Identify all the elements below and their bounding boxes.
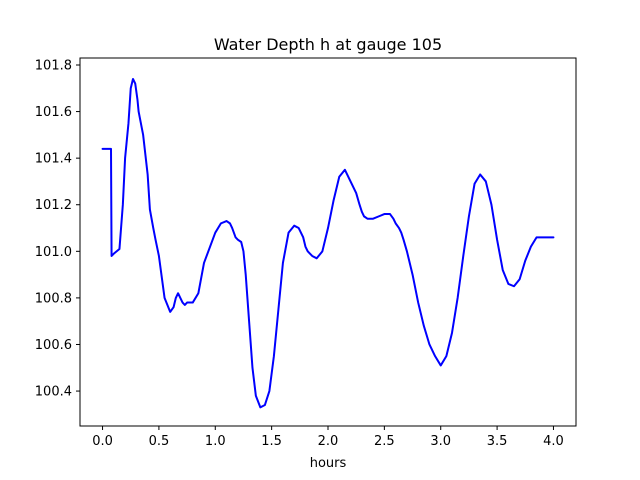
chart-title: Water Depth h at gauge 105 (214, 35, 442, 54)
x-tick-label: 0.0 (92, 434, 113, 449)
x-tick-label: 3.5 (487, 434, 508, 449)
y-tick-label: 101.8 (35, 58, 72, 73)
y-tick-label: 101.6 (35, 105, 72, 120)
y-tick-label: 101.4 (35, 152, 72, 167)
x-tick-label: 1.5 (261, 434, 282, 449)
x-axis: 0.0 0.5 1.0 1.5 2.0 2.5 3.0 3.5 4.0 (92, 426, 564, 449)
x-tick-label: 1.0 (205, 434, 226, 449)
y-tick-label: 100.8 (35, 291, 72, 306)
x-tick-label: 4.0 (543, 434, 564, 449)
x-axis-label: hours (310, 456, 347, 471)
y-tick-label: 101.2 (35, 198, 72, 213)
series-line-water-depth (101, 77, 555, 409)
plot-area (101, 77, 555, 409)
x-tick-label: 2.0 (318, 434, 339, 449)
y-tick-label: 101.0 (35, 245, 72, 260)
y-axis: 100.4 100.6 100.8 101.0 101.2 101.4 101.6 101.8 (35, 58, 80, 400)
x-tick-label: 0.5 (149, 434, 170, 449)
y-tick-label: 100.4 (35, 385, 72, 400)
y-tick-label: 100.6 (35, 338, 72, 353)
x-tick-label: 3.0 (430, 434, 451, 449)
x-tick-label: 2.5 (374, 434, 395, 449)
